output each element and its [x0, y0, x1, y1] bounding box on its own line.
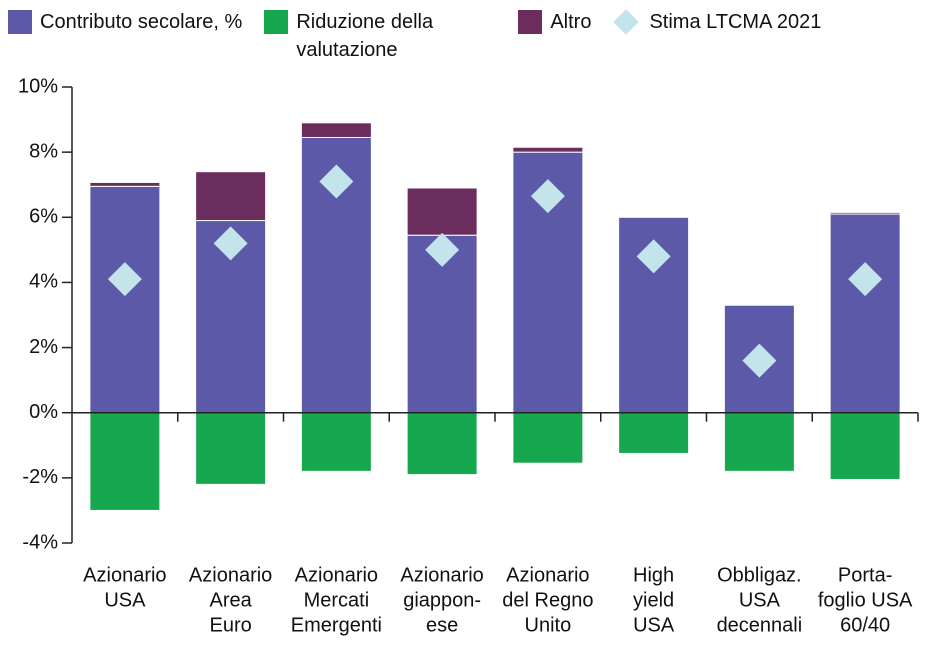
y-tick-label: -2%	[22, 466, 58, 488]
y-tick-label: -4%	[22, 531, 58, 553]
bar-segment	[829, 211, 901, 215]
y-tick-label: 10%	[18, 75, 58, 97]
legend: Contributo secolare, % Riduzione della va…	[8, 8, 843, 64]
legend-label: Contributo secolare, %	[40, 11, 243, 33]
legend-item: Altro	[518, 8, 591, 64]
y-tick-label: 0%	[29, 401, 58, 423]
legend-label: Riduzione della valutazione	[296, 11, 434, 61]
x-tick-label: Unito	[525, 614, 572, 636]
bar-segment	[512, 412, 584, 464]
x-tick-label: ese	[426, 614, 458, 636]
legend-item: Riduzione della valutazione	[264, 8, 496, 64]
x-tick-label: Porta-	[838, 564, 892, 586]
x-tick-label: foglio USA	[818, 589, 913, 611]
marker	[213, 226, 248, 261]
bar-segment	[618, 412, 690, 454]
bar-segment	[195, 171, 267, 222]
x-tick-label: High	[633, 564, 674, 586]
bar-segment	[406, 187, 478, 236]
x-tick-label: yield	[633, 589, 674, 611]
x-tick-label: Azionario	[189, 564, 272, 586]
x-tick-label: USA	[104, 589, 146, 611]
x-tick-label: decennali	[717, 614, 803, 636]
x-tick-label: Azionario	[506, 564, 589, 586]
y-tick-label: 8%	[29, 140, 58, 162]
bar-segment	[829, 412, 901, 480]
x-tick-label: del Regno	[502, 589, 593, 611]
marker	[636, 239, 671, 274]
marker	[742, 343, 777, 378]
x-tick-label: 60/40	[840, 614, 890, 636]
x-tick-label: Emergenti	[291, 614, 382, 636]
bar-segment	[829, 213, 901, 414]
x-tick-label: Azionario	[400, 564, 483, 586]
bar-segment	[89, 185, 161, 414]
legend-swatch	[8, 10, 32, 34]
legend-swatch	[518, 10, 543, 34]
x-tick-label: Azionario	[295, 564, 378, 586]
y-tick-label: 4%	[29, 271, 58, 293]
x-tick-label: USA	[739, 589, 781, 611]
bar-segment	[300, 412, 372, 472]
bar-segment	[195, 412, 267, 485]
marker	[107, 262, 142, 297]
x-tick-label: Area	[210, 589, 253, 611]
x-tick-label: Mercati	[304, 589, 370, 611]
x-tick-label: giappon-	[403, 589, 481, 611]
marker	[848, 262, 883, 297]
bar-segment	[406, 412, 478, 476]
marker	[319, 164, 354, 199]
x-tick-label: USA	[633, 614, 675, 636]
legend-label: Altro	[550, 11, 592, 33]
x-tick-label: Obbligaz.	[717, 564, 802, 586]
legend-item: Stima LTCMA 2021	[613, 8, 821, 64]
bar-segment	[512, 146, 584, 153]
marker	[530, 179, 565, 214]
legend-swatch	[264, 10, 289, 34]
bar-segment	[89, 181, 161, 187]
x-tick-label: Euro	[210, 614, 252, 636]
x-tick-label: Azionario	[83, 564, 166, 586]
y-tick-label: 2%	[29, 336, 58, 358]
bar-segment	[300, 122, 372, 138]
marker	[425, 232, 460, 267]
bar-segment	[89, 412, 161, 511]
legend-label: Stima LTCMA 2021	[649, 11, 822, 33]
legend-swatch	[613, 9, 640, 35]
bar-segment	[723, 412, 795, 472]
y-tick-label: 6%	[29, 206, 58, 228]
legend-item: Contributo secolare, %	[8, 8, 242, 64]
